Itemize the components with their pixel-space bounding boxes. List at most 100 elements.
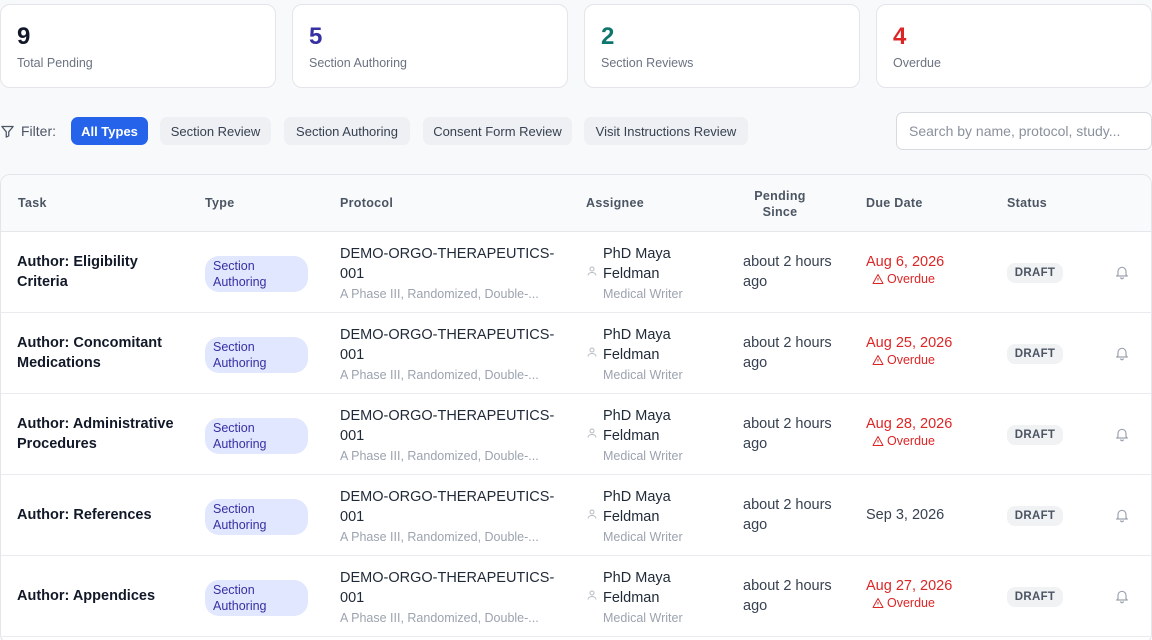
table-row[interactable]: Author: Eligibility Criteria Section Aut… (1, 232, 1151, 313)
status-badge: DRAFT (1007, 344, 1063, 364)
protocol-code: DEMO-ORGO-THERAPEUTICS-001 (340, 489, 555, 525)
status-badge: DRAFT (1007, 587, 1063, 607)
user-icon (587, 428, 597, 438)
filter-label: Filter: (0, 122, 56, 140)
assignee-role: Medical Writer (603, 449, 683, 463)
assignee-cell: PhD Maya Feldman Medical Writer (603, 325, 713, 383)
assignee-name: PhD Maya Feldman (603, 327, 671, 363)
table-row[interactable]: Author: Administrative Procedures Sectio… (1, 394, 1151, 475)
stat-card-section-reviews[interactable]: 2 Section Reviews (584, 4, 860, 88)
column-header-pending-since[interactable]: Pending Since (741, 188, 819, 220)
filter-chip-visit-instructions-review[interactable]: Visit Instructions Review (584, 117, 748, 145)
warning-icon (872, 355, 884, 365)
table-row[interactable]: Author: References Section Authoring DEM… (1, 475, 1151, 556)
protocol-description: A Phase III, Randomized, Double-... (340, 530, 539, 544)
pending-since: about 2 hours ago (743, 335, 832, 371)
bell-icon[interactable] (1114, 588, 1130, 604)
due-date-cell: Aug 6, 2026 Overdue (866, 252, 986, 286)
filter-chip-consent-form-review[interactable]: Consent Form Review (423, 117, 572, 145)
bell-icon[interactable] (1114, 426, 1130, 442)
due-date-cell: Aug 25, 2026 Overdue (866, 333, 986, 367)
type-badge: Section Authoring (205, 499, 308, 535)
column-header-assignee[interactable]: Assignee (586, 196, 644, 210)
protocol-code: DEMO-ORGO-THERAPEUTICS-001 (340, 570, 555, 606)
bell-icon[interactable] (1114, 345, 1130, 361)
overdue-label: Overdue (887, 272, 935, 286)
protocol-description: A Phase III, Randomized, Double-... (340, 611, 539, 625)
task-table: Task Type Protocol Assignee Pending Sinc… (0, 174, 1152, 640)
due-date-cell: Sep 3, 2026 (866, 505, 986, 525)
table-row[interactable]: Author: Appendices Section Authoring DEM… (1, 556, 1151, 637)
protocol-cell: DEMO-ORGO-THERAPEUTICS-001 A Phase III, … (340, 568, 565, 626)
assignee-cell: PhD Maya Feldman Medical Writer (603, 406, 713, 464)
due-date-cell: Aug 27, 2026 Overdue (866, 576, 986, 610)
protocol-code: DEMO-ORGO-THERAPEUTICS-001 (340, 408, 555, 444)
protocol-code: DEMO-ORGO-THERAPEUTICS-001 (340, 327, 555, 363)
task-name[interactable]: Author: Eligibility Criteria (17, 254, 138, 290)
overdue-indicator: Overdue (866, 596, 986, 610)
stat-card-section-authoring[interactable]: 5 Section Authoring (292, 4, 568, 88)
table-header: Task Type Protocol Assignee Pending Sinc… (1, 175, 1151, 232)
assignee-role: Medical Writer (603, 368, 683, 382)
stat-value: 4 (893, 23, 907, 50)
stat-card-total-pending[interactable]: 9 Total Pending (0, 4, 276, 88)
overdue-label: Overdue (887, 434, 935, 448)
pending-since: about 2 hours ago (743, 254, 832, 290)
assignee-role: Medical Writer (603, 530, 683, 544)
overdue-indicator: Overdue (866, 272, 986, 286)
protocol-description: A Phase III, Randomized, Double-... (340, 287, 539, 301)
pending-header-line: Since (762, 205, 798, 219)
assignee-cell: PhD Maya Feldman Medical Writer (603, 568, 713, 626)
search-input[interactable] (896, 112, 1152, 150)
task-name[interactable]: Author: Concomitant Medications (17, 335, 162, 371)
overdue-indicator: Overdue (866, 434, 986, 448)
table-row[interactable]: Author: Concomitant Medications Section … (1, 313, 1151, 394)
due-date: Sep 3, 2026 (866, 507, 945, 523)
user-icon (587, 509, 597, 519)
column-header-protocol[interactable]: Protocol (340, 196, 394, 210)
type-badge: Section Authoring (205, 256, 308, 292)
stat-value: 9 (17, 23, 31, 50)
assignee-name: PhD Maya Feldman (603, 246, 671, 282)
protocol-cell: DEMO-ORGO-THERAPEUTICS-001 A Phase III, … (340, 325, 565, 383)
type-badge: Section Authoring (205, 580, 308, 616)
filter-chip-section-review[interactable]: Section Review (160, 117, 271, 145)
task-name[interactable]: Author: Appendices (17, 588, 156, 604)
task-name[interactable]: Author: Administrative Procedures (17, 416, 174, 452)
warning-icon (872, 436, 884, 446)
status-badge: DRAFT (1007, 263, 1063, 283)
filter-chip-all-types[interactable]: All Types (71, 117, 148, 145)
stat-value: 5 (309, 23, 323, 50)
user-icon (587, 266, 597, 276)
warning-icon (872, 598, 884, 608)
due-date: Aug 28, 2026 (866, 416, 953, 432)
bell-icon[interactable] (1114, 507, 1130, 523)
task-name[interactable]: Author: References (17, 507, 152, 523)
column-header-due-date[interactable]: Due Date (866, 196, 923, 210)
due-date: Aug 27, 2026 (866, 578, 953, 594)
bell-icon[interactable] (1114, 264, 1130, 280)
filter-label-text: Filter: (21, 123, 56, 139)
filter-chip-section-authoring[interactable]: Section Authoring (284, 117, 410, 145)
column-header-type[interactable]: Type (205, 196, 235, 210)
stat-label: Section Reviews (601, 56, 694, 70)
pending-since: about 2 hours ago (743, 578, 832, 614)
stat-card-overdue[interactable]: 4 Overdue (876, 4, 1152, 88)
protocol-cell: DEMO-ORGO-THERAPEUTICS-001 A Phase III, … (340, 406, 565, 464)
column-header-status[interactable]: Status (1007, 196, 1048, 210)
stat-label: Overdue (893, 56, 941, 70)
protocol-cell: DEMO-ORGO-THERAPEUTICS-001 A Phase III, … (340, 487, 565, 545)
due-date: Aug 6, 2026 (866, 254, 945, 270)
pending-since: about 2 hours ago (743, 497, 832, 533)
assignee-cell: PhD Maya Feldman Medical Writer (603, 487, 713, 545)
type-badge: Section Authoring (205, 418, 308, 454)
status-badge: DRAFT (1007, 425, 1063, 445)
assignee-name: PhD Maya Feldman (603, 570, 671, 606)
overdue-indicator: Overdue (866, 353, 986, 367)
protocol-cell: DEMO-ORGO-THERAPEUTICS-001 A Phase III, … (340, 244, 565, 302)
assignee-name: PhD Maya Feldman (603, 489, 671, 525)
column-header-task[interactable]: Task (18, 196, 47, 210)
user-icon (587, 347, 597, 357)
stat-label: Section Authoring (309, 56, 407, 70)
status-badge: DRAFT (1007, 506, 1063, 526)
